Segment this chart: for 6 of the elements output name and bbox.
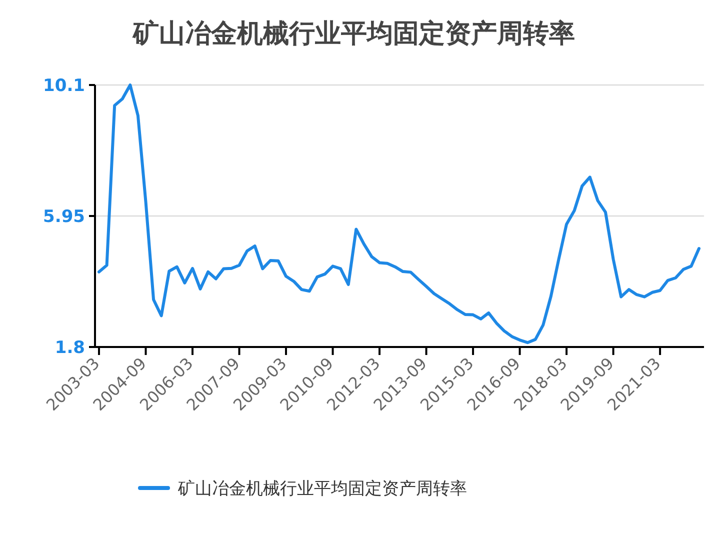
chart-title: 矿山冶金机械行业平均固定资产周转率 [132, 19, 575, 49]
y-tick-label: 1.8 [54, 338, 85, 358]
legend-label: 矿山冶金机械行业平均固定资产周转率 [177, 478, 467, 499]
y-tick-label: 10.1 [43, 76, 85, 96]
line-series [98, 84, 700, 344]
y-tick-label: 5.95 [43, 206, 85, 227]
